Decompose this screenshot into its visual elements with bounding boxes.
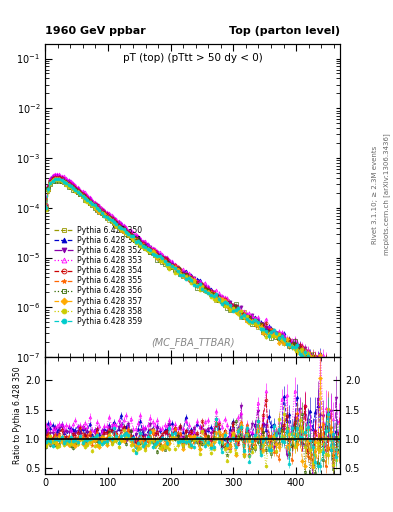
Text: Rivet 3.1.10; ≥ 2.3M events: Rivet 3.1.10; ≥ 2.3M events	[372, 145, 378, 244]
Text: (MC_FBA_TTBAR): (MC_FBA_TTBAR)	[151, 337, 234, 348]
Text: mcplots.cern.ch [arXiv:1306.3436]: mcplots.cern.ch [arXiv:1306.3436]	[384, 134, 391, 255]
Text: Top (parton level): Top (parton level)	[229, 26, 340, 36]
Text: 1960 GeV ppbar: 1960 GeV ppbar	[45, 26, 146, 36]
Y-axis label: Ratio to Pythia 6.428 350: Ratio to Pythia 6.428 350	[13, 367, 22, 464]
Legend: Pythia 6.428 350, Pythia 6.428 351, Pythia 6.428 352, Pythia 6.428 353, Pythia 6: Pythia 6.428 350, Pythia 6.428 351, Pyth…	[52, 223, 145, 328]
Text: pT (top) (pTtt > 50 dy < 0): pT (top) (pTtt > 50 dy < 0)	[123, 53, 263, 63]
